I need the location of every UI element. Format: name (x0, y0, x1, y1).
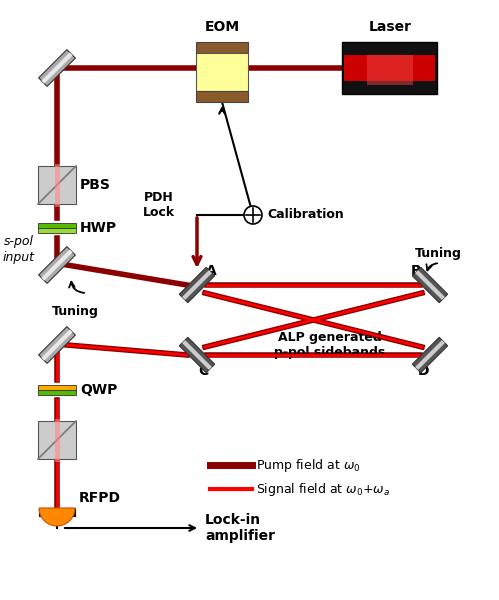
Polygon shape (41, 329, 73, 361)
Wedge shape (39, 508, 75, 526)
Polygon shape (41, 250, 73, 281)
Bar (367, 55, 413, 85)
Polygon shape (412, 268, 448, 302)
Text: Lock-in
amplifier: Lock-in amplifier (205, 513, 275, 543)
Polygon shape (182, 340, 212, 370)
Text: A: A (206, 264, 217, 278)
Bar (38, 385, 76, 390)
Polygon shape (179, 268, 215, 302)
Text: QWP: QWP (80, 383, 117, 397)
Polygon shape (38, 326, 75, 364)
Bar (342, 42, 438, 94)
Bar (38, 421, 76, 459)
Text: EOM: EOM (205, 20, 240, 34)
Bar (38, 390, 76, 395)
Circle shape (244, 206, 262, 224)
Bar (344, 80, 436, 92)
Polygon shape (412, 337, 448, 373)
Bar (38, 166, 76, 204)
Text: C: C (198, 364, 208, 378)
Text: s-pol
input: s-pol input (3, 235, 35, 263)
Polygon shape (38, 50, 75, 86)
Text: D: D (418, 364, 430, 378)
Bar (38, 223, 76, 228)
Polygon shape (182, 270, 212, 300)
Text: HWP: HWP (80, 221, 117, 235)
Polygon shape (415, 340, 445, 370)
Bar (344, 55, 436, 85)
Text: Tuning: Tuning (51, 305, 98, 318)
Bar (38, 228, 76, 233)
Text: PDH
Lock: PDH Lock (143, 191, 175, 219)
Text: ALP generated
p-pol sidebands: ALP generated p-pol sidebands (274, 331, 386, 359)
Polygon shape (415, 270, 445, 300)
Text: RFPD: RFPD (79, 491, 121, 505)
Bar (196, 53, 248, 91)
Text: Laser: Laser (368, 20, 412, 34)
Text: Calibration: Calibration (267, 208, 344, 221)
Bar (39, 508, 75, 516)
Polygon shape (179, 337, 215, 373)
Polygon shape (41, 52, 73, 83)
Text: B: B (411, 264, 421, 278)
Text: Tuning: Tuning (415, 247, 462, 259)
Text: Signal field at $\omega_0$+$\omega_a$: Signal field at $\omega_0$+$\omega_a$ (256, 481, 390, 497)
Text: PBS: PBS (80, 178, 111, 192)
Bar (196, 91, 248, 102)
Polygon shape (38, 247, 75, 283)
Bar (196, 42, 248, 53)
Bar (344, 44, 436, 55)
Text: Pump field at $\omega_0$: Pump field at $\omega_0$ (256, 457, 360, 473)
